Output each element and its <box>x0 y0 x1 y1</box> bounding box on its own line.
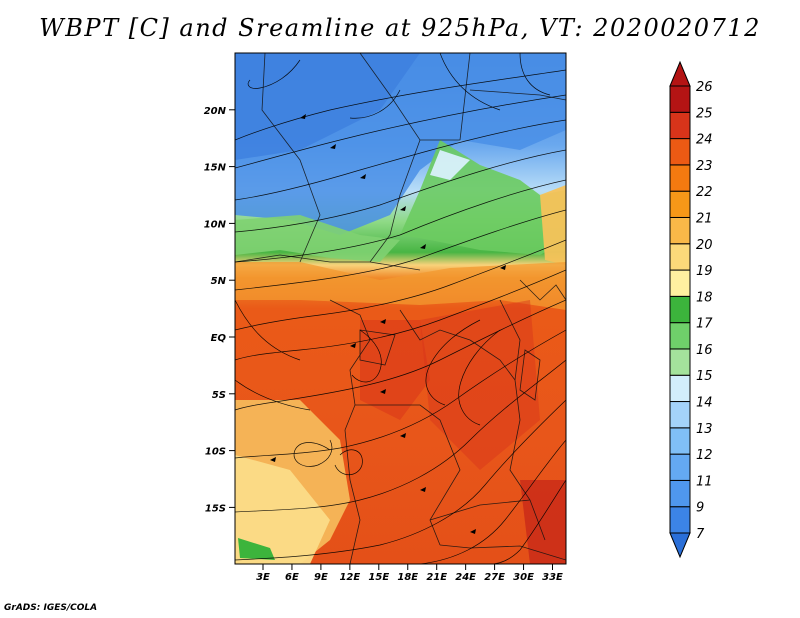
lon-tick-label: 3E <box>256 572 270 583</box>
colorbar-level-label: 19 <box>696 264 713 279</box>
colorbar-level-label: 14 <box>696 396 713 411</box>
colorbar-swatch <box>669 506 691 534</box>
colorbar-level-label: 25 <box>696 106 713 121</box>
colorbar-swatch <box>669 427 691 455</box>
colorbar-level-label: 18 <box>696 290 713 305</box>
colorbar-swatch <box>669 111 691 140</box>
lon-tick-label: 15E <box>368 572 389 583</box>
colorbar-level-label: 13 <box>696 422 713 437</box>
colorbar-level-label: 9 <box>696 501 704 516</box>
colorbar-level-label: 17 <box>696 317 713 332</box>
colorbar-extend-low <box>669 532 691 559</box>
lat-tick-label: 10S <box>205 447 226 458</box>
longitude-axis: 3E 6E 9E 12E 15E 18E 21E 24E 27E 30E 33E <box>256 564 563 583</box>
lon-tick-label: 9E <box>314 572 328 583</box>
colorbar-extend-high <box>669 60 691 87</box>
lon-tick-label: 21E <box>426 572 447 583</box>
colorbar-swatch <box>669 295 691 324</box>
colorbar-swatch <box>669 216 691 245</box>
map-frame <box>234 52 567 565</box>
lat-tick-label: 15S <box>205 503 226 514</box>
colorbar-level-label: 21 <box>696 211 713 226</box>
colorbar-swatch <box>669 453 691 481</box>
colorbar-level-label: 12 <box>696 448 713 463</box>
colorbar-level-label: 11 <box>696 474 713 489</box>
colorbar-swatch <box>669 164 691 192</box>
lat-tick-label: 15N <box>204 163 227 174</box>
lon-tick-label: 24E <box>455 572 476 583</box>
colorbar-level-label: 24 <box>696 133 713 148</box>
colorbar-level-label: 23 <box>696 159 713 174</box>
colorbar-level-label: 26 <box>696 80 713 95</box>
colorbar-level-label: 20 <box>696 238 713 253</box>
lon-tick-label: 18E <box>397 572 418 583</box>
colorbar-level-label: 22 <box>696 185 713 200</box>
colorbar-swatch <box>669 138 691 166</box>
lon-tick-label: 6E <box>285 572 299 583</box>
lon-tick-label: 27E <box>484 572 505 583</box>
lon-tick-label: 12E <box>339 572 360 583</box>
colorbar-swatch <box>669 322 691 350</box>
lat-tick-label: EQ <box>211 333 227 344</box>
wbpt-field <box>235 53 566 564</box>
colorbar-swatch <box>669 348 691 376</box>
grads-footer: GrADS: IGES/COLA <box>4 603 98 613</box>
colorbar-swatch <box>669 479 691 508</box>
colorbar-level-label: 15 <box>696 369 713 384</box>
colorbar-level-label: 16 <box>696 343 713 358</box>
colorbar-swatch <box>669 85 691 113</box>
colorbar-swatch <box>669 190 691 218</box>
colorbar-swatch <box>669 269 691 297</box>
colorbar-swatch <box>669 374 691 403</box>
latitude-axis: 20N 15N 10N 5N EQ 5S 10S 15S <box>204 106 235 514</box>
lat-tick-label: 5S <box>212 390 226 401</box>
lon-tick-label: 33E <box>542 572 563 583</box>
lat-tick-label: 10N <box>204 219 227 230</box>
colorbar-swatch <box>669 401 691 429</box>
colorbar-level-label: 7 <box>696 527 705 542</box>
colorbar: 7 9 11 12 13 14 15 16 17 18 19 20 21 22 23 24 25 26 <box>669 60 713 559</box>
lat-tick-label: 20N <box>204 106 227 117</box>
colorbar-swatch <box>669 243 691 271</box>
lat-tick-label: 5N <box>211 276 227 287</box>
map-title: WBPT [C] and Sreamline at 925hPa, VT: 20… <box>39 14 761 42</box>
lon-tick-label: 30E <box>513 572 534 583</box>
